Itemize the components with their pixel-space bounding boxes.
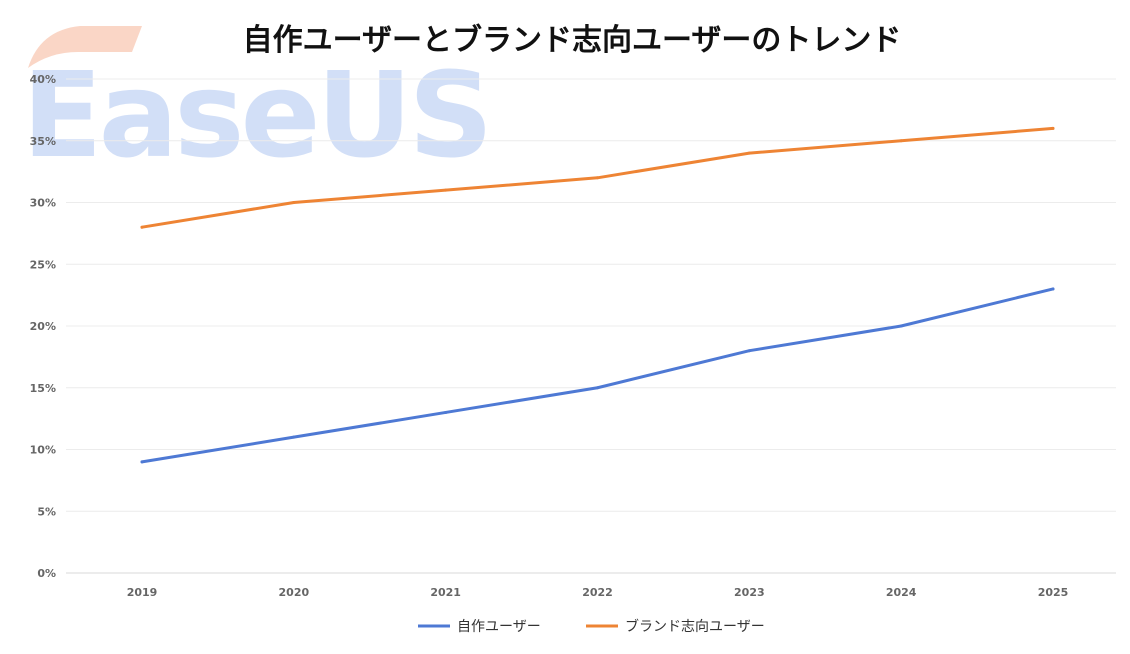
y-tick-label: 0% [37,567,56,580]
x-tick-label: 2025 [1038,586,1069,599]
x-tick-label: 2024 [886,586,917,599]
x-axis: 2019 2020 2021 2022 2023 2024 2025 [127,586,1069,599]
x-tick-label: 2021 [430,586,461,599]
watermark: EaseUS [22,26,493,184]
data-point [292,201,296,204]
data-point [444,188,448,192]
series-line-0 [140,287,1055,464]
x-tick-label: 2023 [734,586,765,599]
y-tick-label: 15% [30,382,56,395]
y-tick-label: 40% [30,73,56,86]
y-axis: 0% 5% 10% 15% 20% 25% 30% 35% 40% [30,73,56,580]
y-tick-label: 30% [30,197,56,210]
data-point [899,324,903,328]
series-lines [140,126,1055,464]
x-tick-label: 2020 [279,586,310,599]
legend-label: ブランド志向ユーザー [625,618,765,635]
data-point [1051,287,1055,291]
data-point [747,151,751,155]
x-tick-label: 2022 [582,586,613,599]
watermark-logo-icon [28,26,142,68]
y-tick-label: 35% [30,135,56,148]
data-point [140,225,144,229]
data-point [899,139,903,143]
y-tick-label: 10% [30,444,56,457]
data-point [444,410,448,414]
data-point [140,460,144,464]
legend: 自作ユーザー ブランド志向ユーザー [418,618,765,635]
data-point [596,386,599,390]
y-tick-label: 20% [30,320,56,333]
data-point [747,349,751,353]
gridlines [66,78,1116,574]
watermark-text: EaseUS [22,46,489,184]
y-tick-label: 25% [30,258,56,271]
chart-title: 自作ユーザーとブランド志向ユーザーのトレンド [243,23,902,58]
data-point [596,176,599,180]
x-tick-label: 2019 [127,586,158,599]
legend-label: 自作ユーザー [457,619,541,635]
data-point [292,435,296,439]
y-tick-label: 5% [37,505,56,518]
data-point [1051,126,1055,130]
